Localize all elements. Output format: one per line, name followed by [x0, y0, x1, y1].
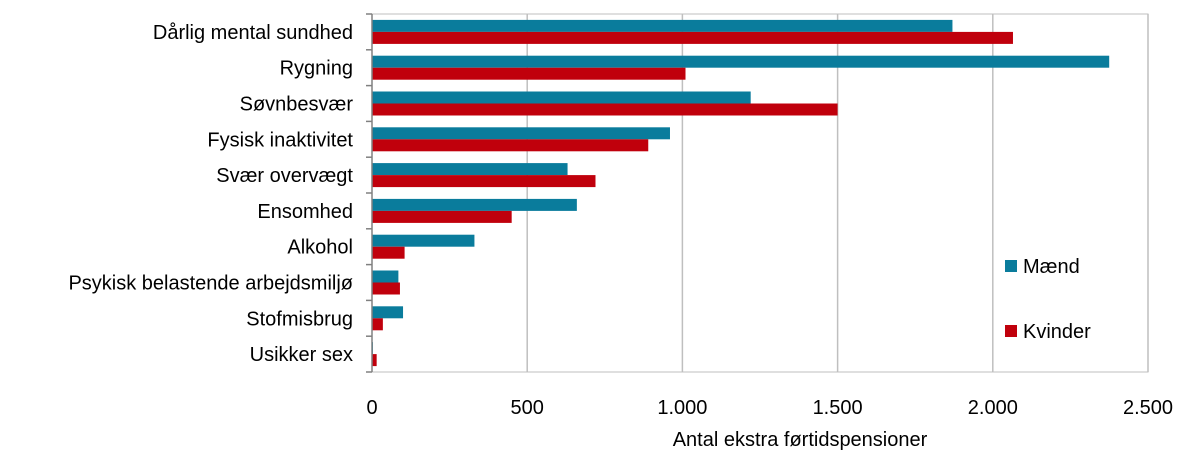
bar-maend — [372, 91, 751, 104]
category-label: Ensomhed — [257, 201, 353, 223]
category-label: Fysisk inaktivitet — [207, 129, 353, 151]
category-label: Stofmisbrug — [246, 308, 353, 330]
bar-maend — [372, 234, 475, 247]
bar-maend — [372, 270, 399, 283]
bar-kvinder — [372, 318, 383, 331]
legend-swatch-maend — [1005, 260, 1017, 272]
bar-kvinder — [372, 139, 649, 152]
category-label: Søvnbesvær — [240, 94, 354, 116]
axes — [366, 13, 373, 373]
x-tick-label: 1.000 — [657, 397, 707, 419]
bar-kvinder — [372, 354, 377, 367]
bars — [372, 19, 1110, 367]
x-axis-title: Antal ekstra førtidspensioner — [673, 429, 928, 450]
legend-label-maend: Mænd — [1023, 256, 1080, 278]
bar-maend — [372, 198, 577, 211]
bar-maend — [372, 127, 670, 140]
bar-kvinder — [372, 282, 400, 295]
x-tick-label: 500 — [511, 397, 544, 419]
category-label: Usikker sex — [250, 344, 353, 366]
bar-maend — [372, 19, 953, 32]
bar-kvinder — [372, 175, 596, 188]
x-tick-label: 1.500 — [813, 397, 863, 419]
category-label: Svær overvægt — [216, 165, 353, 187]
legend-swatch-kvinder — [1005, 325, 1017, 337]
x-tick-label: 0 — [366, 397, 377, 419]
bar-kvinder — [372, 210, 512, 223]
legend: Mænd Kvinder — [1005, 256, 1091, 343]
category-labels: Dårlig mental sundhed Rygning Søvnbesvær Fy… — [68, 22, 353, 366]
bar-maend — [372, 306, 404, 319]
x-tick-labels: 0 500 1.000 1.500 2.000 2.500 — [366, 397, 1173, 419]
x-tick-label: 2.500 — [1123, 397, 1173, 419]
bar-kvinder — [372, 67, 686, 80]
bar-kvinder — [372, 246, 405, 259]
category-label: Psykisk belastende arbejdsmiljø — [68, 273, 353, 295]
bar-kvinder — [372, 31, 1013, 44]
x-tick-label: 2.000 — [968, 397, 1018, 419]
bar-maend — [372, 163, 568, 176]
bar-kvinder — [372, 103, 838, 116]
category-label: Rygning — [280, 58, 353, 80]
category-label: Alkohol — [287, 237, 353, 259]
category-label: Dårlig mental sundhed — [153, 22, 353, 44]
bar-maend — [372, 55, 1110, 68]
legend-label-kvinder: Kvinder — [1023, 321, 1091, 343]
gridlines — [371, 13, 1149, 373]
